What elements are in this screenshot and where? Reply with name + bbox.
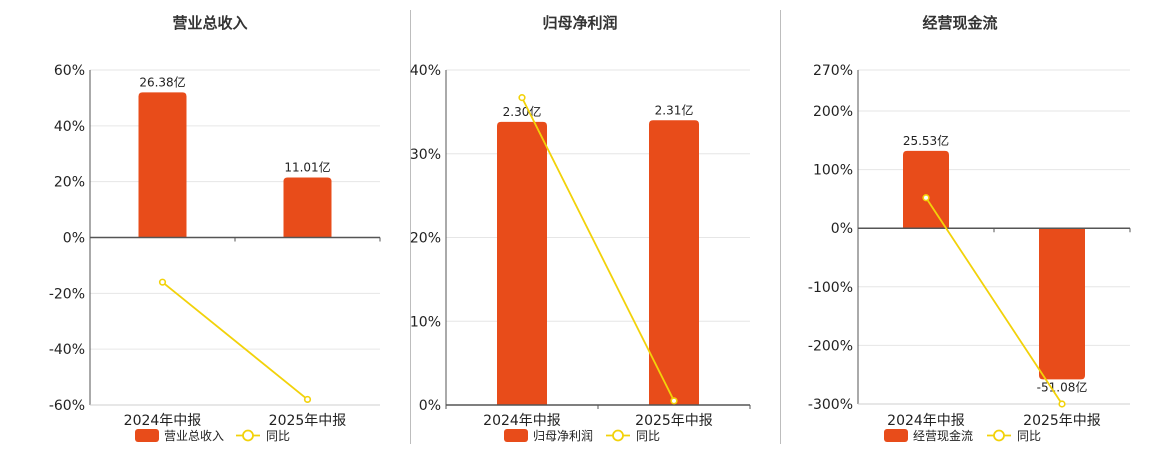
panel-divider bbox=[780, 10, 781, 444]
bar bbox=[283, 177, 332, 238]
legend-label-bar: 营业总收入 bbox=[164, 429, 224, 443]
legend-swatch-bar bbox=[884, 429, 908, 442]
y-tick-label: 40% bbox=[410, 63, 441, 79]
bar-data-label: -51.08亿 bbox=[1037, 379, 1088, 394]
chart-panel-revenue: 营业总收入 60% 40% 20% 0% -20% -40% -60% 26.38亿 11.01亿… bbox=[0, 0, 410, 450]
bar bbox=[1039, 228, 1085, 380]
yoy-line bbox=[925, 197, 1063, 405]
y-tick-label: -300% bbox=[808, 397, 853, 413]
y-tick-label: 60% bbox=[54, 63, 85, 79]
y-tick-label: 20% bbox=[410, 231, 441, 247]
legend-swatch-marker bbox=[612, 429, 624, 442]
y-tick-label: -20% bbox=[49, 286, 85, 302]
yoy-point bbox=[303, 395, 312, 404]
legend-label-line: 同比 bbox=[1017, 429, 1041, 443]
y-tick-label: -100% bbox=[808, 280, 853, 296]
yoy-line bbox=[161, 281, 309, 401]
legend-swatch-bar bbox=[504, 429, 528, 442]
x-tick-label: 2024年中报 bbox=[887, 413, 965, 429]
x-tick-label: 2024年中报 bbox=[483, 413, 561, 429]
y-tick-label: 10% bbox=[410, 314, 441, 330]
y-tick-label: -40% bbox=[49, 342, 85, 358]
y-tick-label: -200% bbox=[808, 338, 853, 354]
bar-data-label: 2.30亿 bbox=[503, 104, 542, 119]
chart-panel-cashflow: 经营现金流 270% 200% 100% 0% -100% -200% -300% 25.53亿… bbox=[780, 0, 1160, 450]
yoy-point bbox=[1058, 400, 1066, 408]
bar bbox=[138, 92, 187, 238]
y-tick-label: 0% bbox=[831, 221, 853, 237]
y-tick-label: 0% bbox=[63, 231, 85, 247]
legend-label-line: 同比 bbox=[636, 429, 660, 443]
yoy-point bbox=[670, 397, 678, 405]
bar bbox=[497, 121, 547, 406]
y-tick-label: 100% bbox=[813, 163, 853, 179]
x-tick-label: 2025年中报 bbox=[269, 413, 347, 429]
legend-swatch-bar bbox=[135, 429, 159, 442]
chart-title: 归母净利润 bbox=[542, 14, 617, 32]
y-tick-label: 200% bbox=[813, 104, 853, 120]
yoy-point bbox=[922, 194, 930, 202]
chart-svg: 归母净利润 40% 30% 20% 10% 0% 2.30亿 2.31亿 2024年中报 2025… bbox=[410, 14, 751, 443]
x-tick-label: 2024年中报 bbox=[124, 413, 202, 429]
bar bbox=[649, 120, 699, 405]
legend-label-bar: 经营现金流 bbox=[913, 428, 973, 443]
chart-title: 营业总收入 bbox=[172, 14, 247, 32]
y-tick-label: -60% bbox=[49, 398, 85, 414]
panel-divider bbox=[410, 10, 411, 444]
y-tick-label: 30% bbox=[410, 147, 441, 163]
bar-data-label: 11.01亿 bbox=[284, 159, 330, 174]
chart-svg: 营业总收入 60% 40% 20% 0% -20% -40% -60% 26.38亿 11.01亿… bbox=[49, 14, 381, 443]
bar-data-label: 26.38亿 bbox=[139, 74, 185, 89]
y-tick-label: 0% bbox=[419, 398, 441, 414]
x-tick-label: 2025年中报 bbox=[1023, 413, 1101, 429]
yoy-line bbox=[521, 97, 675, 402]
legend-swatch-marker bbox=[242, 429, 254, 442]
chart-title: 经营现金流 bbox=[922, 14, 997, 32]
legend-label-line: 同比 bbox=[266, 429, 290, 443]
bar-data-label: 2.31亿 bbox=[655, 102, 694, 117]
yoy-point bbox=[518, 94, 526, 102]
bar bbox=[903, 150, 949, 229]
y-tick-label: 270% bbox=[813, 63, 853, 79]
legend-label-bar: 归母净利润 bbox=[533, 429, 593, 443]
y-tick-label: 40% bbox=[54, 119, 85, 135]
legend-swatch-marker bbox=[993, 429, 1005, 442]
y-tick-label: 20% bbox=[54, 175, 85, 191]
yoy-point bbox=[158, 278, 167, 286]
chart-svg: 经营现金流 270% 200% 100% 0% -100% -200% -300% 25.53亿… bbox=[808, 14, 1131, 443]
bar-data-label: 25.53亿 bbox=[903, 133, 949, 148]
chart-panel-net-profit: 归母净利润 40% 30% 20% 10% 0% 2.30亿 2.31亿 2024年中报 2025… bbox=[410, 0, 780, 450]
x-tick-label: 2025年中报 bbox=[635, 413, 713, 429]
